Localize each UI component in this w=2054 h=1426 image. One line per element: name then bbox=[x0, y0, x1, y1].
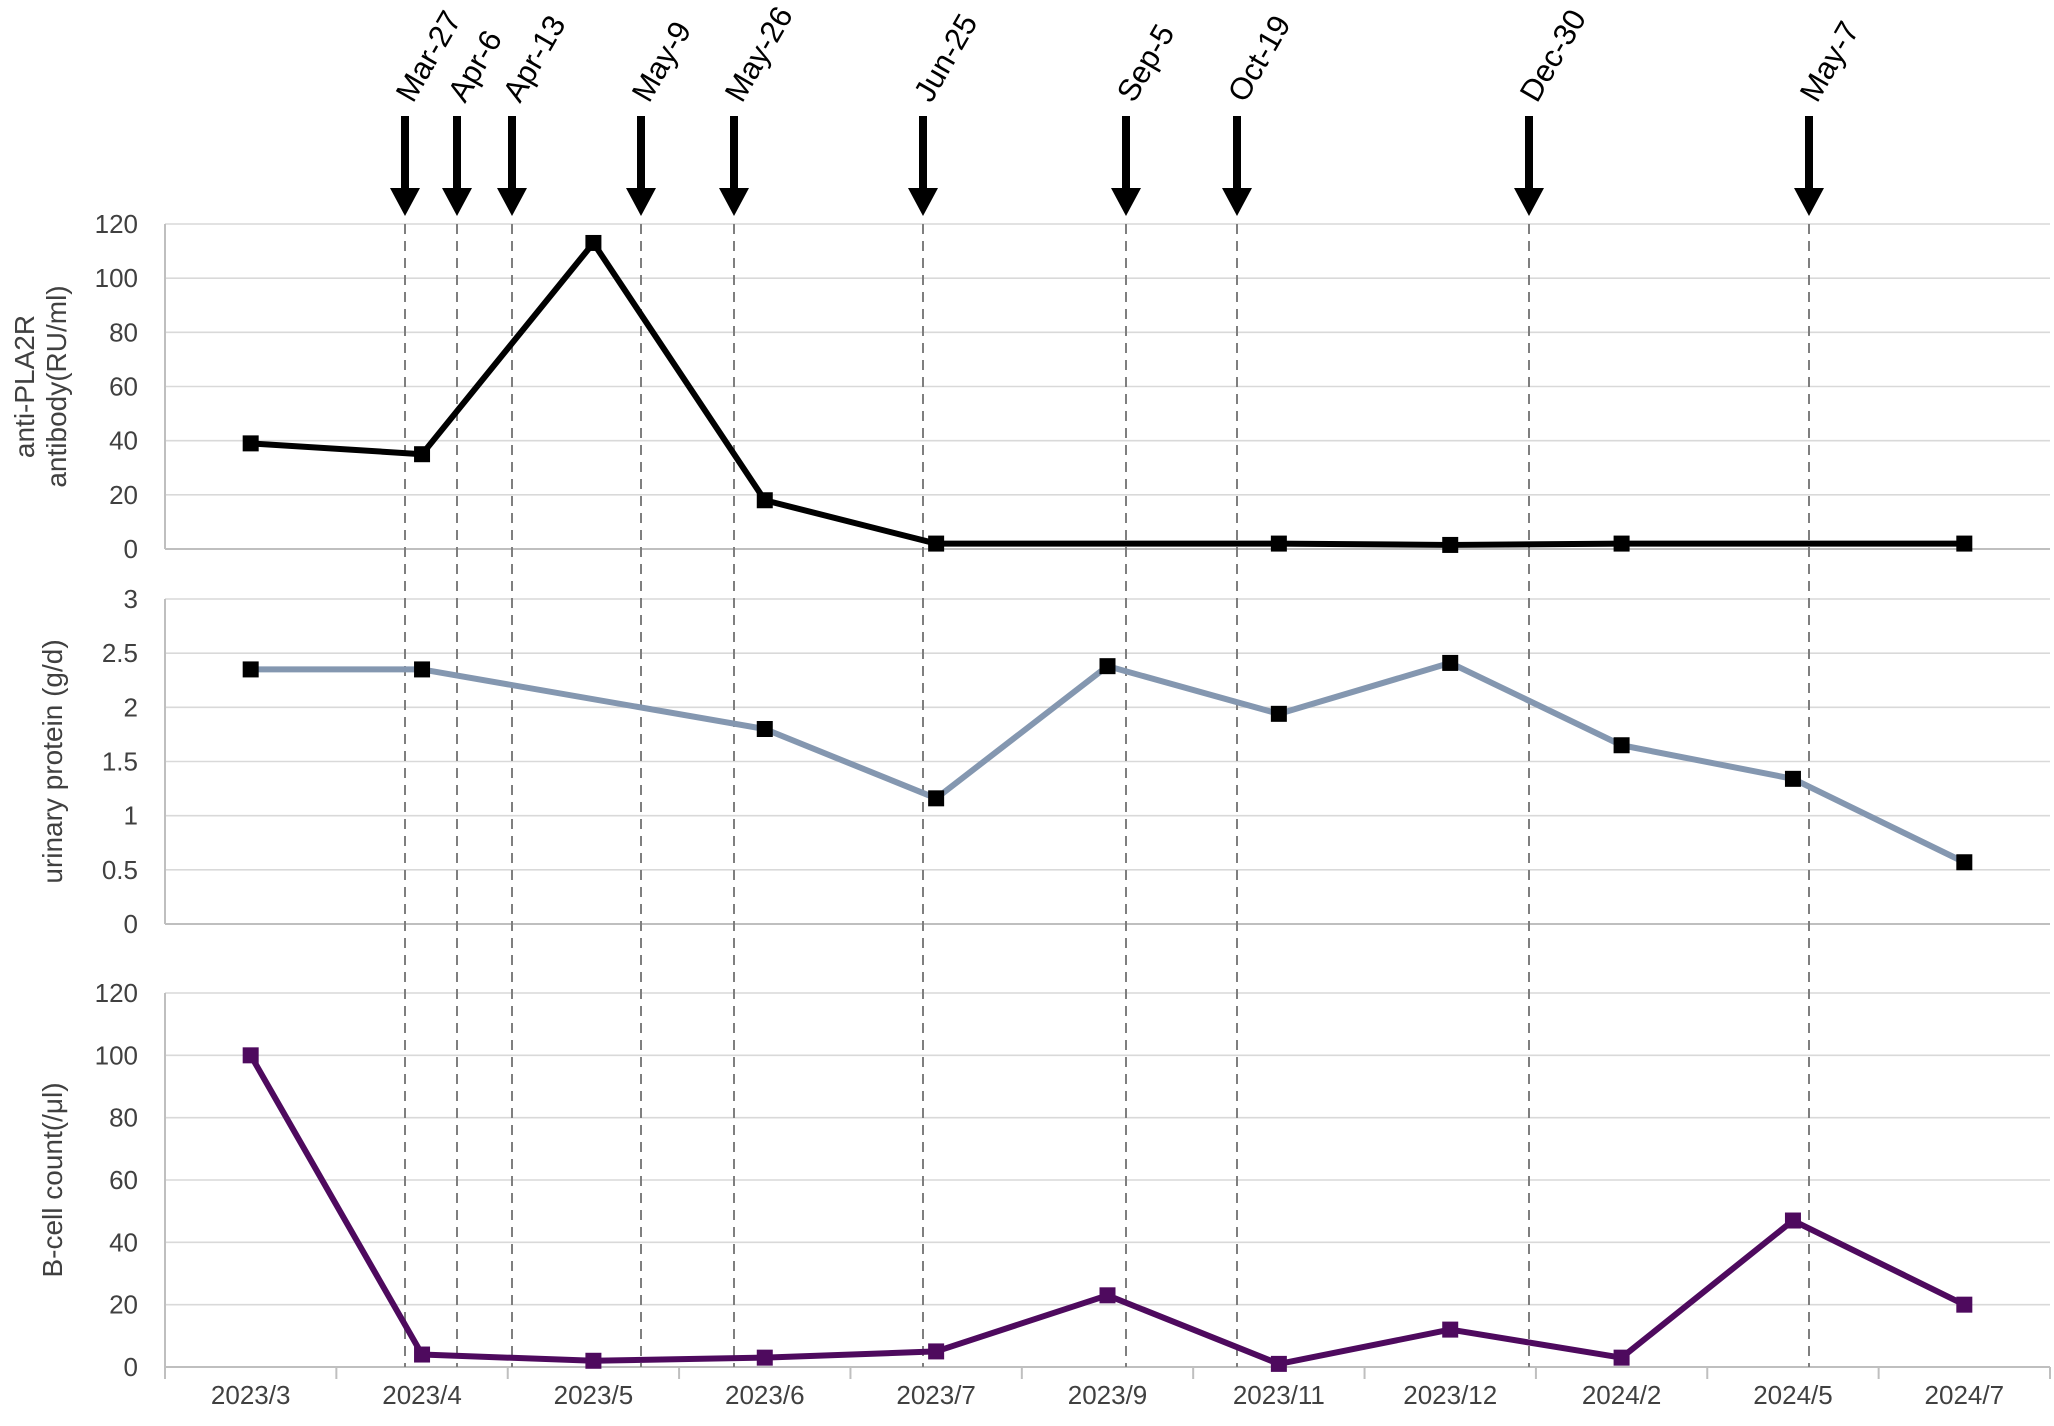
panel-1-series-line bbox=[250, 239, 1965, 548]
panel-3-data-point bbox=[1613, 1349, 1630, 1366]
event-label: Dec-30 bbox=[1513, 3, 1593, 107]
event-label: Jun-25 bbox=[907, 8, 985, 108]
x-tick-label: 2023/3 bbox=[211, 1380, 291, 1410]
x-tick-label: 2023/7 bbox=[896, 1380, 976, 1410]
panel-1-data-point bbox=[585, 234, 602, 251]
event-label: Apr-13 bbox=[496, 9, 573, 107]
panel-3-data-point bbox=[756, 1349, 773, 1366]
event-arrowhead-icon bbox=[497, 188, 527, 216]
event-arrowhead-icon bbox=[1794, 188, 1824, 216]
panel-1-data-point bbox=[1442, 536, 1459, 553]
panel-3-data-point bbox=[1956, 1296, 1973, 1313]
panel-3-y-tick-label: 80 bbox=[109, 1103, 138, 1133]
panel-1-data-point bbox=[414, 446, 431, 463]
x-tick-label: 2023/12 bbox=[1403, 1380, 1497, 1410]
panel-3-data-point bbox=[928, 1343, 945, 1360]
panel-1-data-point bbox=[1956, 535, 1973, 552]
panel-2-data-point bbox=[756, 721, 773, 737]
event-label: Sep-5 bbox=[1110, 18, 1182, 107]
panel-3-series-line bbox=[248, 1053, 1966, 1367]
panel-2-series-line bbox=[250, 659, 1966, 865]
panel-3-y-tick-label: 20 bbox=[109, 1290, 138, 1320]
x-tick-label: 2023/6 bbox=[725, 1380, 805, 1410]
panel-2-y-tick-label: 3 bbox=[124, 584, 138, 614]
event-label: May-9 bbox=[625, 15, 698, 107]
panel-1-y-tick-label: 120 bbox=[95, 209, 138, 239]
panel-1-data-point bbox=[928, 535, 945, 552]
panel-2-y-tick-label: 1.5 bbox=[102, 747, 138, 777]
event-arrowhead-icon bbox=[1222, 188, 1252, 216]
panel-1-data-point bbox=[242, 435, 259, 452]
event-arrowhead-icon bbox=[908, 188, 938, 216]
panel-3-data-point bbox=[1099, 1287, 1116, 1304]
panel-1-data-point bbox=[1613, 535, 1630, 552]
panel-2-data-point bbox=[1442, 654, 1459, 671]
x-tick-label: 2024/2 bbox=[1582, 1380, 1662, 1410]
panel-3-y-tick-label: 60 bbox=[109, 1165, 138, 1195]
x-tick-label: 2023/4 bbox=[382, 1380, 462, 1410]
panel-2-y-tick-label: 2.5 bbox=[102, 638, 138, 668]
event-arrowhead-icon bbox=[719, 188, 749, 216]
panel-2-data-point bbox=[1784, 770, 1801, 787]
panel-2-data-point bbox=[1956, 854, 1973, 871]
panel-1-y-tick-label: 40 bbox=[109, 426, 138, 456]
event-arrowhead-icon bbox=[390, 188, 420, 216]
panel-1-y-tick-label: 80 bbox=[109, 317, 138, 347]
panel-2-y-tick-label: 2 bbox=[124, 692, 138, 722]
panel-1-y-tick-label: 20 bbox=[109, 480, 138, 510]
panel-2-data-point bbox=[242, 661, 259, 678]
panel-3-data-point bbox=[414, 1346, 431, 1363]
gridlines bbox=[165, 223, 2050, 1368]
panel-2-data-point bbox=[928, 790, 945, 807]
panel-3-y-tick-label: 100 bbox=[95, 1040, 138, 1070]
panel-3-data-point bbox=[1270, 1355, 1287, 1372]
x-tick-label: 2024/7 bbox=[1925, 1380, 2005, 1410]
panel-1-y-axis-title: anti-PLA2R bbox=[9, 315, 40, 458]
x-tick-label: 2023/9 bbox=[1068, 1380, 1148, 1410]
panel-1-data-point bbox=[756, 492, 773, 509]
panel-2-data-point bbox=[1613, 737, 1630, 754]
axes bbox=[164, 224, 2051, 1379]
x-tick-label: 2024/5 bbox=[1753, 1380, 1833, 1410]
panel-2-y-tick-label: 1 bbox=[124, 801, 138, 831]
panel-2-data-point bbox=[414, 661, 431, 678]
event-arrowhead-icon bbox=[1111, 188, 1141, 216]
panel-3-y-tick-label: 40 bbox=[109, 1227, 138, 1257]
event-label: May-26 bbox=[718, 0, 800, 107]
panel-1-data-point bbox=[1270, 535, 1287, 552]
event-arrowhead-icon bbox=[442, 188, 472, 216]
panel-3-data-point bbox=[242, 1047, 259, 1064]
panel-3-data-point bbox=[1784, 1212, 1801, 1229]
panel-3-y-tick-label: 0 bbox=[124, 1352, 138, 1382]
panel-1-y-tick-label: 60 bbox=[109, 372, 138, 402]
panel-2-y-tick-label: 0.5 bbox=[102, 855, 138, 885]
panel-1-y-axis-title: antibody(RU/ml) bbox=[41, 285, 72, 487]
panel-1-y-tick-label: 0 bbox=[124, 534, 138, 564]
panel-2-data-point bbox=[1099, 658, 1116, 675]
panel-3-y-axis-title: B-cell count(/μl) bbox=[37, 1082, 68, 1277]
x-tick-label: 2023/5 bbox=[554, 1380, 634, 1410]
panel-3-data-point bbox=[1442, 1321, 1459, 1338]
panel-2-data-point bbox=[1270, 705, 1287, 722]
event-arrowhead-icon bbox=[1514, 188, 1544, 216]
event-label: Oct-19 bbox=[1221, 9, 1298, 107]
panel-3-y-tick-label: 120 bbox=[95, 978, 138, 1008]
x-tick-label: 2023/11 bbox=[1233, 1380, 1325, 1410]
panel-1-y-tick-label: 100 bbox=[95, 263, 138, 293]
panel-2-y-tick-label: 0 bbox=[124, 909, 138, 939]
series bbox=[242, 234, 1973, 1372]
panel-2-y-axis-title: urinary protein (g/d) bbox=[37, 639, 68, 883]
panel-3-data-point bbox=[585, 1352, 602, 1369]
event-label: May-7 bbox=[1793, 15, 1866, 107]
event-arrowhead-icon bbox=[626, 188, 656, 216]
